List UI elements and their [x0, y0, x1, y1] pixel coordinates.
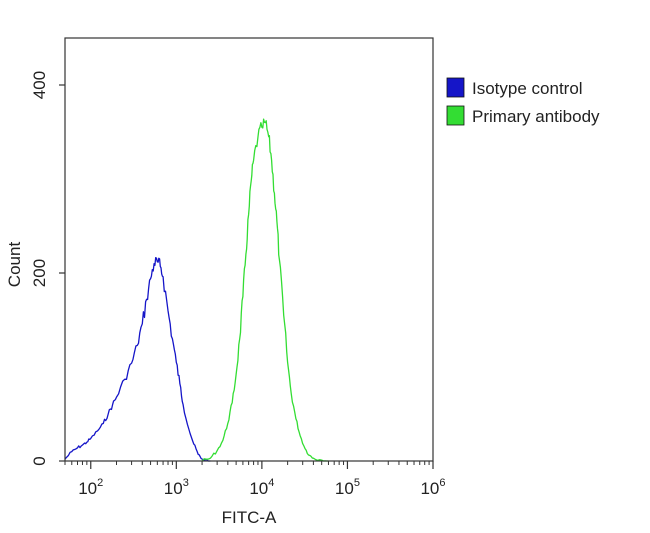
legend: Isotype control Primary antibody: [446, 77, 600, 126]
x-tick-label-3: 103: [164, 477, 189, 498]
y-tick-label-400: 400: [30, 71, 49, 99]
legend-swatch-primary-antibody: [446, 105, 465, 126]
axes: 0 200 400 102 103 104 105 106 FITC-A Count: [5, 37, 446, 527]
plot-area: [64, 118, 329, 462]
series-line-isotype-control: [64, 256, 211, 462]
series-line-primary-antibody: [201, 118, 329, 462]
legend-swatch-isotype-control: [446, 77, 465, 98]
legend-label-isotype-control: Isotype control: [472, 79, 583, 98]
x-tick-label-4: 104: [249, 477, 274, 498]
y-tick-label-200: 200: [30, 259, 49, 287]
x-tick-label-6: 106: [420, 477, 445, 498]
y-tick-label-0: 0: [30, 456, 49, 465]
x-tick-label-5: 105: [335, 477, 360, 498]
x-axis-label: FITC-A: [222, 508, 277, 527]
legend-label-primary-antibody: Primary antibody: [472, 107, 600, 126]
y-axis-label: Count: [5, 242, 24, 288]
x-tick-label-2: 102: [78, 477, 103, 498]
